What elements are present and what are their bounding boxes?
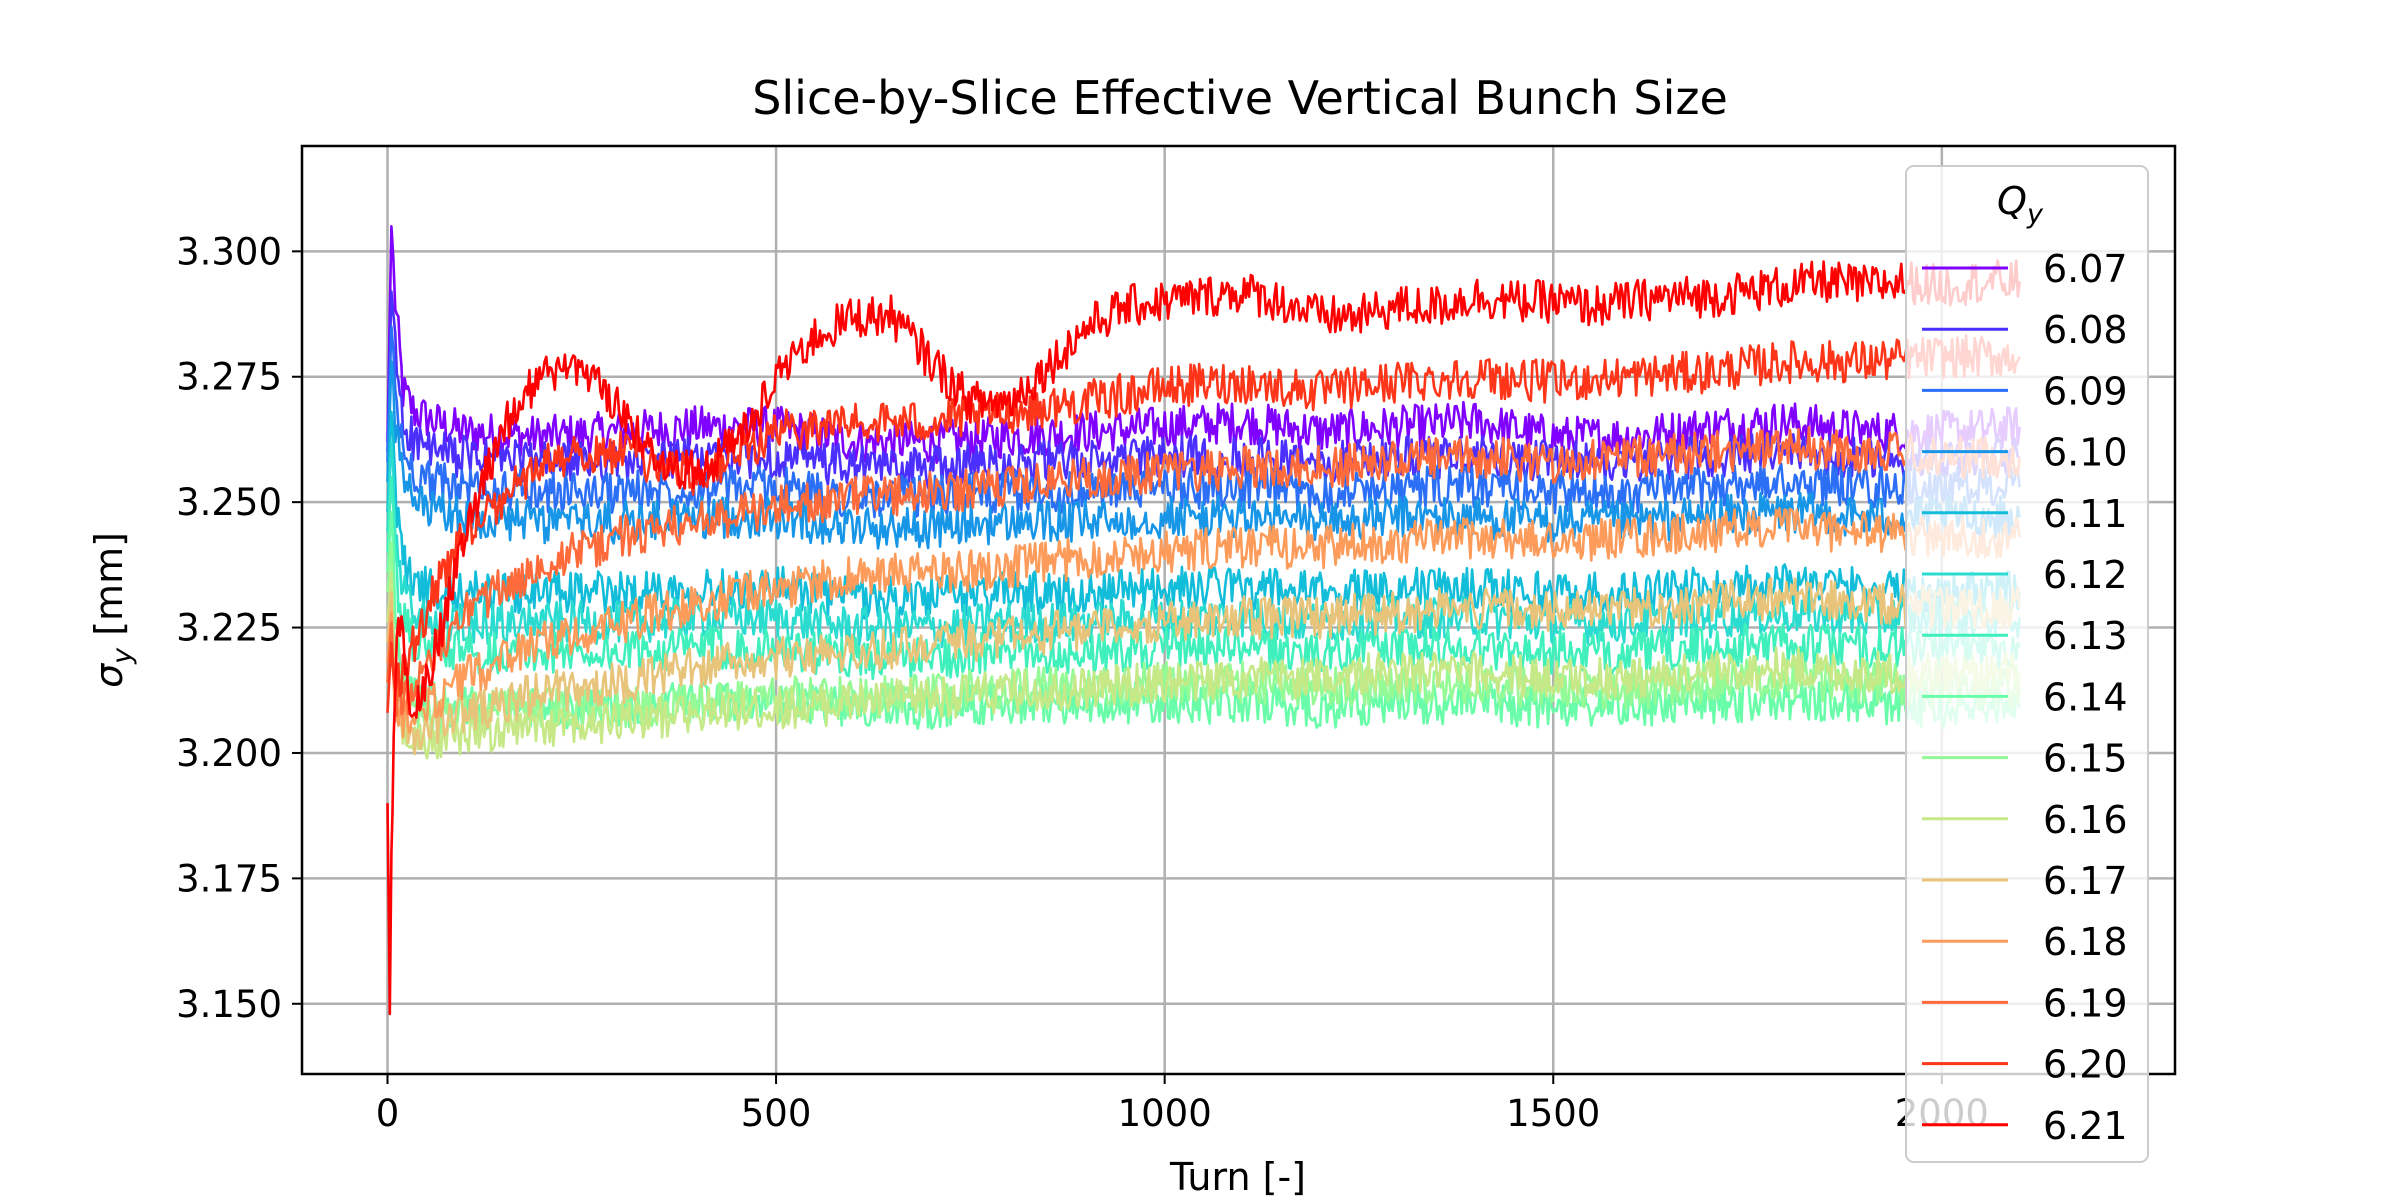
y-tick-label: 3.275 xyxy=(176,356,282,399)
y-tick-label: 3.175 xyxy=(176,857,282,900)
series-line-6.15 xyxy=(386,540,2021,735)
y-axis-label-unit: [mm] xyxy=(87,532,131,648)
legend-label-6.10: 6.10 xyxy=(2043,431,2128,475)
series-line-6.19 xyxy=(386,425,2021,718)
y-axis-label-symbol: σ xyxy=(87,662,131,688)
plot-frame xyxy=(300,144,2177,1076)
legend-title-subscript: y xyxy=(2026,199,2044,230)
legend-label-6.14: 6.14 xyxy=(2043,675,2128,719)
chart-title: Slice-by-Slice Effective Vertical Bunch … xyxy=(752,71,1728,125)
legend-label-6.16: 6.16 xyxy=(2043,798,2128,842)
legend-label-6.08: 6.08 xyxy=(2043,308,2128,352)
x-tick-label: 1000 xyxy=(1118,1092,1212,1135)
series-line-6.16 xyxy=(386,571,2021,760)
x-axis-label: Turn [-] xyxy=(1169,1155,1306,1199)
series-line-6.18 xyxy=(386,507,2021,739)
y-tick-label: 3.200 xyxy=(176,732,282,775)
x-tick-label: 500 xyxy=(741,1092,812,1135)
legend-label-6.19: 6.19 xyxy=(2043,981,2128,1025)
legend-title-symbol: Q xyxy=(1997,179,2027,223)
legend-label-6.12: 6.12 xyxy=(2043,553,2128,597)
legend-box xyxy=(1905,165,2149,1163)
y-tick-label: 3.250 xyxy=(176,481,282,524)
y-tick-label: 3.225 xyxy=(176,607,282,650)
series-line-6.13 xyxy=(386,475,2021,681)
legend-entries: 6.07 6.08 6.09 6.10 6.11 6.12 6.13 6.14 6.15 6.16… xyxy=(1922,247,2128,1148)
x-axis-ticks: 0500100015002000 xyxy=(376,1074,1989,1135)
legend-label-6.18: 6.18 xyxy=(2043,920,2128,964)
legend-label-6.21: 6.21 xyxy=(2043,1104,2128,1148)
legend-label-6.07: 6.07 xyxy=(2043,247,2128,291)
x-tick-label: 1500 xyxy=(1506,1092,1600,1135)
y-tick-label: 3.150 xyxy=(176,983,282,1026)
y-axis-label-subscript: y xyxy=(107,647,138,665)
series-line-6.09 xyxy=(386,325,2021,520)
series-line-6.21 xyxy=(386,259,2021,1016)
series-lines xyxy=(386,225,2021,1016)
legend-title: Qy xyxy=(1997,179,2044,230)
series-line-6.11 xyxy=(386,410,2021,620)
legend-label-6.20: 6.20 xyxy=(2043,1043,2128,1087)
legend-label-6.15: 6.15 xyxy=(2043,737,2128,781)
y-tick-label: 3.300 xyxy=(176,230,282,273)
legend-label-6.11: 6.11 xyxy=(2043,492,2128,536)
legend-label-6.09: 6.09 xyxy=(2043,369,2128,413)
legend: Qy 6.076.086.096.106.116.126.136.146.156… xyxy=(1905,165,2149,1163)
legend-label-6.17: 6.17 xyxy=(2043,859,2128,903)
series-line-6.17 xyxy=(386,576,2021,756)
y-axis-label: σy [mm] xyxy=(87,532,138,688)
x-tick-label: 0 xyxy=(376,1092,400,1135)
y-axis-ticks: 3.150 3.175 3.200 3.225 3.250 3.275 3.300 xyxy=(176,230,302,1026)
legend-label-6.13: 6.13 xyxy=(2043,614,2128,658)
